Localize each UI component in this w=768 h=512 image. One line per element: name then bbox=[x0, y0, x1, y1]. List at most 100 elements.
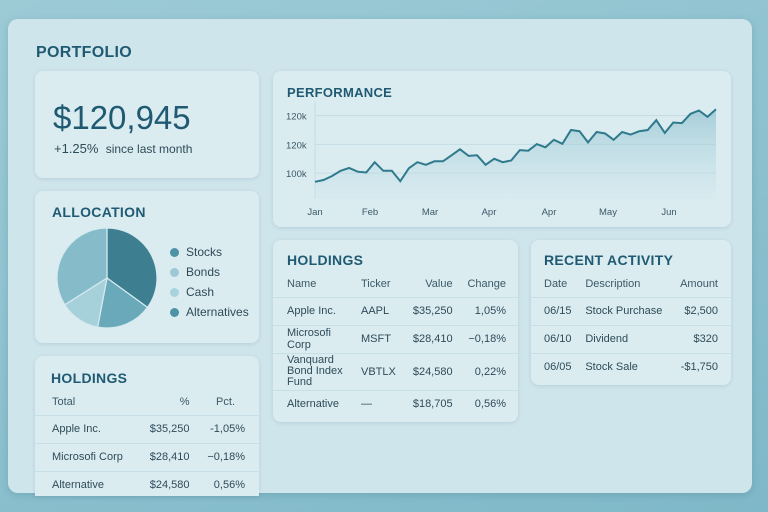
summary-card: $120,945 +1.25% since last month bbox=[35, 71, 259, 178]
cell: Alternative bbox=[52, 479, 104, 492]
cell: $18,705 bbox=[412, 398, 453, 411]
holdings-card: HOLDINGS Name Ticker Value Change Apple Inc… bbox=[273, 240, 518, 422]
cell: $35,250 bbox=[404, 297, 459, 326]
y-tick-label: 120k bbox=[286, 112, 307, 123]
col-header: % bbox=[138, 389, 196, 416]
portfolio-value: $120,945 bbox=[53, 99, 191, 136]
legend-label: Cash bbox=[186, 285, 215, 299]
x-tick-label: May bbox=[599, 207, 617, 218]
table-row[interactable]: 06/05 Stock Sale -$1,750 bbox=[531, 353, 731, 381]
legend-dot-icon bbox=[170, 307, 179, 317]
cell: VBTLX bbox=[355, 353, 405, 391]
holdings-summary-title: HOLDINGS bbox=[51, 370, 128, 386]
cell: Microsofi Corp bbox=[35, 443, 139, 472]
legend-item-bonds: Bonds bbox=[170, 262, 249, 282]
table-row[interactable]: Microsofi Corp $28,410 −0,18% bbox=[35, 443, 259, 472]
legend-dot-icon bbox=[170, 287, 179, 297]
allocation-pie-chart bbox=[56, 227, 158, 329]
activity-card: RECENT ACTIVITY Date Description Amount 06… bbox=[531, 240, 731, 385]
x-tick-label: Feb bbox=[362, 207, 378, 218]
x-tick-label: Apr bbox=[542, 207, 557, 218]
cell: $35,250 bbox=[138, 415, 196, 444]
holdings-table: Name Ticker Value Change Apple Inc. AAPL $35,… bbox=[273, 271, 518, 418]
table-row[interactable]: Apple Inc. AAPL $35,250 1,05% bbox=[273, 297, 518, 326]
col-header: Name bbox=[273, 271, 355, 298]
cell: Alternative bbox=[287, 398, 339, 411]
legend-item-alternatives: Alternatives bbox=[170, 302, 249, 322]
change-note: since last month bbox=[105, 142, 193, 156]
cell: Stock Purchase bbox=[579, 297, 672, 326]
cell: MSFT bbox=[355, 325, 405, 354]
performance-area bbox=[315, 109, 716, 199]
cell: $2,500 bbox=[671, 297, 731, 326]
col-header: Date bbox=[531, 271, 580, 298]
performance-chart: 120k 120k 100k Jan Feb Mar Apr Apr May Jun bbox=[286, 101, 717, 218]
holdings-summary-card: HOLDINGS Total% Pct. Apple Inc. $35,250 -1,… bbox=[35, 356, 259, 496]
holdings-summary-table: Total% Pct. Apple Inc. $35,250 -1,05% Micro… bbox=[35, 389, 259, 499]
pie-slice-stocks bbox=[106, 227, 158, 309]
x-tick-label: Jun bbox=[661, 207, 676, 218]
page-title: PORTFOLIO bbox=[36, 44, 133, 61]
col-header: Change bbox=[458, 271, 518, 298]
allocation-card: ALLOCATION Stocks Bonds Cash Alternative… bbox=[35, 191, 259, 343]
allocation-legend: Stocks Bonds Cash Alternatives bbox=[170, 242, 249, 322]
x-tick-label: Apr bbox=[482, 207, 497, 218]
change-value: +1.25% bbox=[54, 141, 99, 156]
cell: Microsofi Corp bbox=[273, 325, 355, 354]
cell: -1,05% bbox=[195, 415, 259, 444]
cell: 06/10 bbox=[531, 325, 580, 354]
cell: Dividend bbox=[579, 325, 672, 354]
y-tick-label: 100k bbox=[286, 169, 307, 180]
allocation-title: ALLOCATION bbox=[52, 204, 146, 220]
cell: 0,56% bbox=[474, 398, 506, 411]
cell: AAPL bbox=[355, 297, 405, 326]
table-row[interactable]: Apple Inc. $35,250 -1,05% bbox=[35, 415, 259, 444]
performance-line bbox=[314, 108, 717, 183]
cell: Stock Sale bbox=[585, 361, 638, 374]
activity-title: RECENT ACTIVITY bbox=[544, 252, 674, 268]
col-header: Amount bbox=[671, 271, 731, 298]
table-row[interactable]: Microsofi Corp MSFT $28,410 −0,18% bbox=[273, 325, 518, 354]
performance-title: PERFORMANCE bbox=[287, 85, 393, 100]
cell: 06/05 bbox=[544, 361, 572, 374]
table-row[interactable]: 06/10 Dividend $320 bbox=[531, 325, 731, 354]
legend-label: Alternatives bbox=[186, 305, 249, 319]
cell: Apple Inc. bbox=[273, 297, 355, 326]
y-tick-label: 120k bbox=[286, 140, 307, 151]
col-header: Description bbox=[579, 271, 672, 298]
cell: 1,05% bbox=[458, 297, 518, 326]
table-row[interactable]: Alternative — $18,705 0,56% bbox=[273, 390, 518, 418]
cell: $320 bbox=[671, 325, 731, 354]
table-row[interactable]: Alternative $24,580 0,56% bbox=[35, 471, 259, 499]
legend-dot-icon bbox=[170, 247, 179, 257]
legend-item-cash: Cash bbox=[170, 282, 249, 302]
cell: $28,410 bbox=[404, 325, 459, 354]
pie-slice-bonds bbox=[96, 276, 149, 329]
activity-table: Date Description Amount 06/15 Stock Purchas… bbox=[531, 271, 731, 381]
pie-slice-alternatives bbox=[56, 227, 108, 306]
legend-label: Bonds bbox=[186, 265, 221, 279]
col-header: Total bbox=[35, 389, 139, 416]
col-header: Ticker bbox=[355, 271, 405, 298]
table-row[interactable]: Vanquard Bond Index Fund VBTLX $24,580 0,22… bbox=[273, 353, 518, 391]
col-header: Value bbox=[404, 271, 459, 298]
cell: −0,18% bbox=[458, 325, 518, 354]
cell: 0,56% bbox=[213, 479, 245, 492]
cell: 06/15 bbox=[531, 297, 580, 326]
table-row[interactable]: 06/15 Stock Purchase $2,500 bbox=[531, 297, 731, 326]
cell: Apple Inc. bbox=[35, 415, 139, 444]
cell: 0,22% bbox=[458, 353, 518, 391]
cell: Vanquard Bond Index Fund bbox=[273, 353, 355, 391]
cell: $24,580 bbox=[404, 353, 459, 391]
legend-item-stocks: Stocks bbox=[170, 242, 249, 262]
holdings-title: HOLDINGS bbox=[287, 252, 364, 268]
cell: $24,580 bbox=[149, 479, 190, 492]
col-header: Pct. bbox=[195, 389, 259, 416]
cell: -$1,750 bbox=[680, 361, 718, 374]
performance-card: PERFORMANCE 120k 120k 100k Jan Feb Mar Apr Apr M… bbox=[273, 71, 731, 227]
x-tick-label: Mar bbox=[422, 207, 438, 218]
cell: −0,18% bbox=[195, 443, 259, 472]
x-tick-label: Jan bbox=[307, 207, 322, 218]
cell: — bbox=[361, 398, 372, 411]
cell: $28,410 bbox=[138, 443, 196, 472]
